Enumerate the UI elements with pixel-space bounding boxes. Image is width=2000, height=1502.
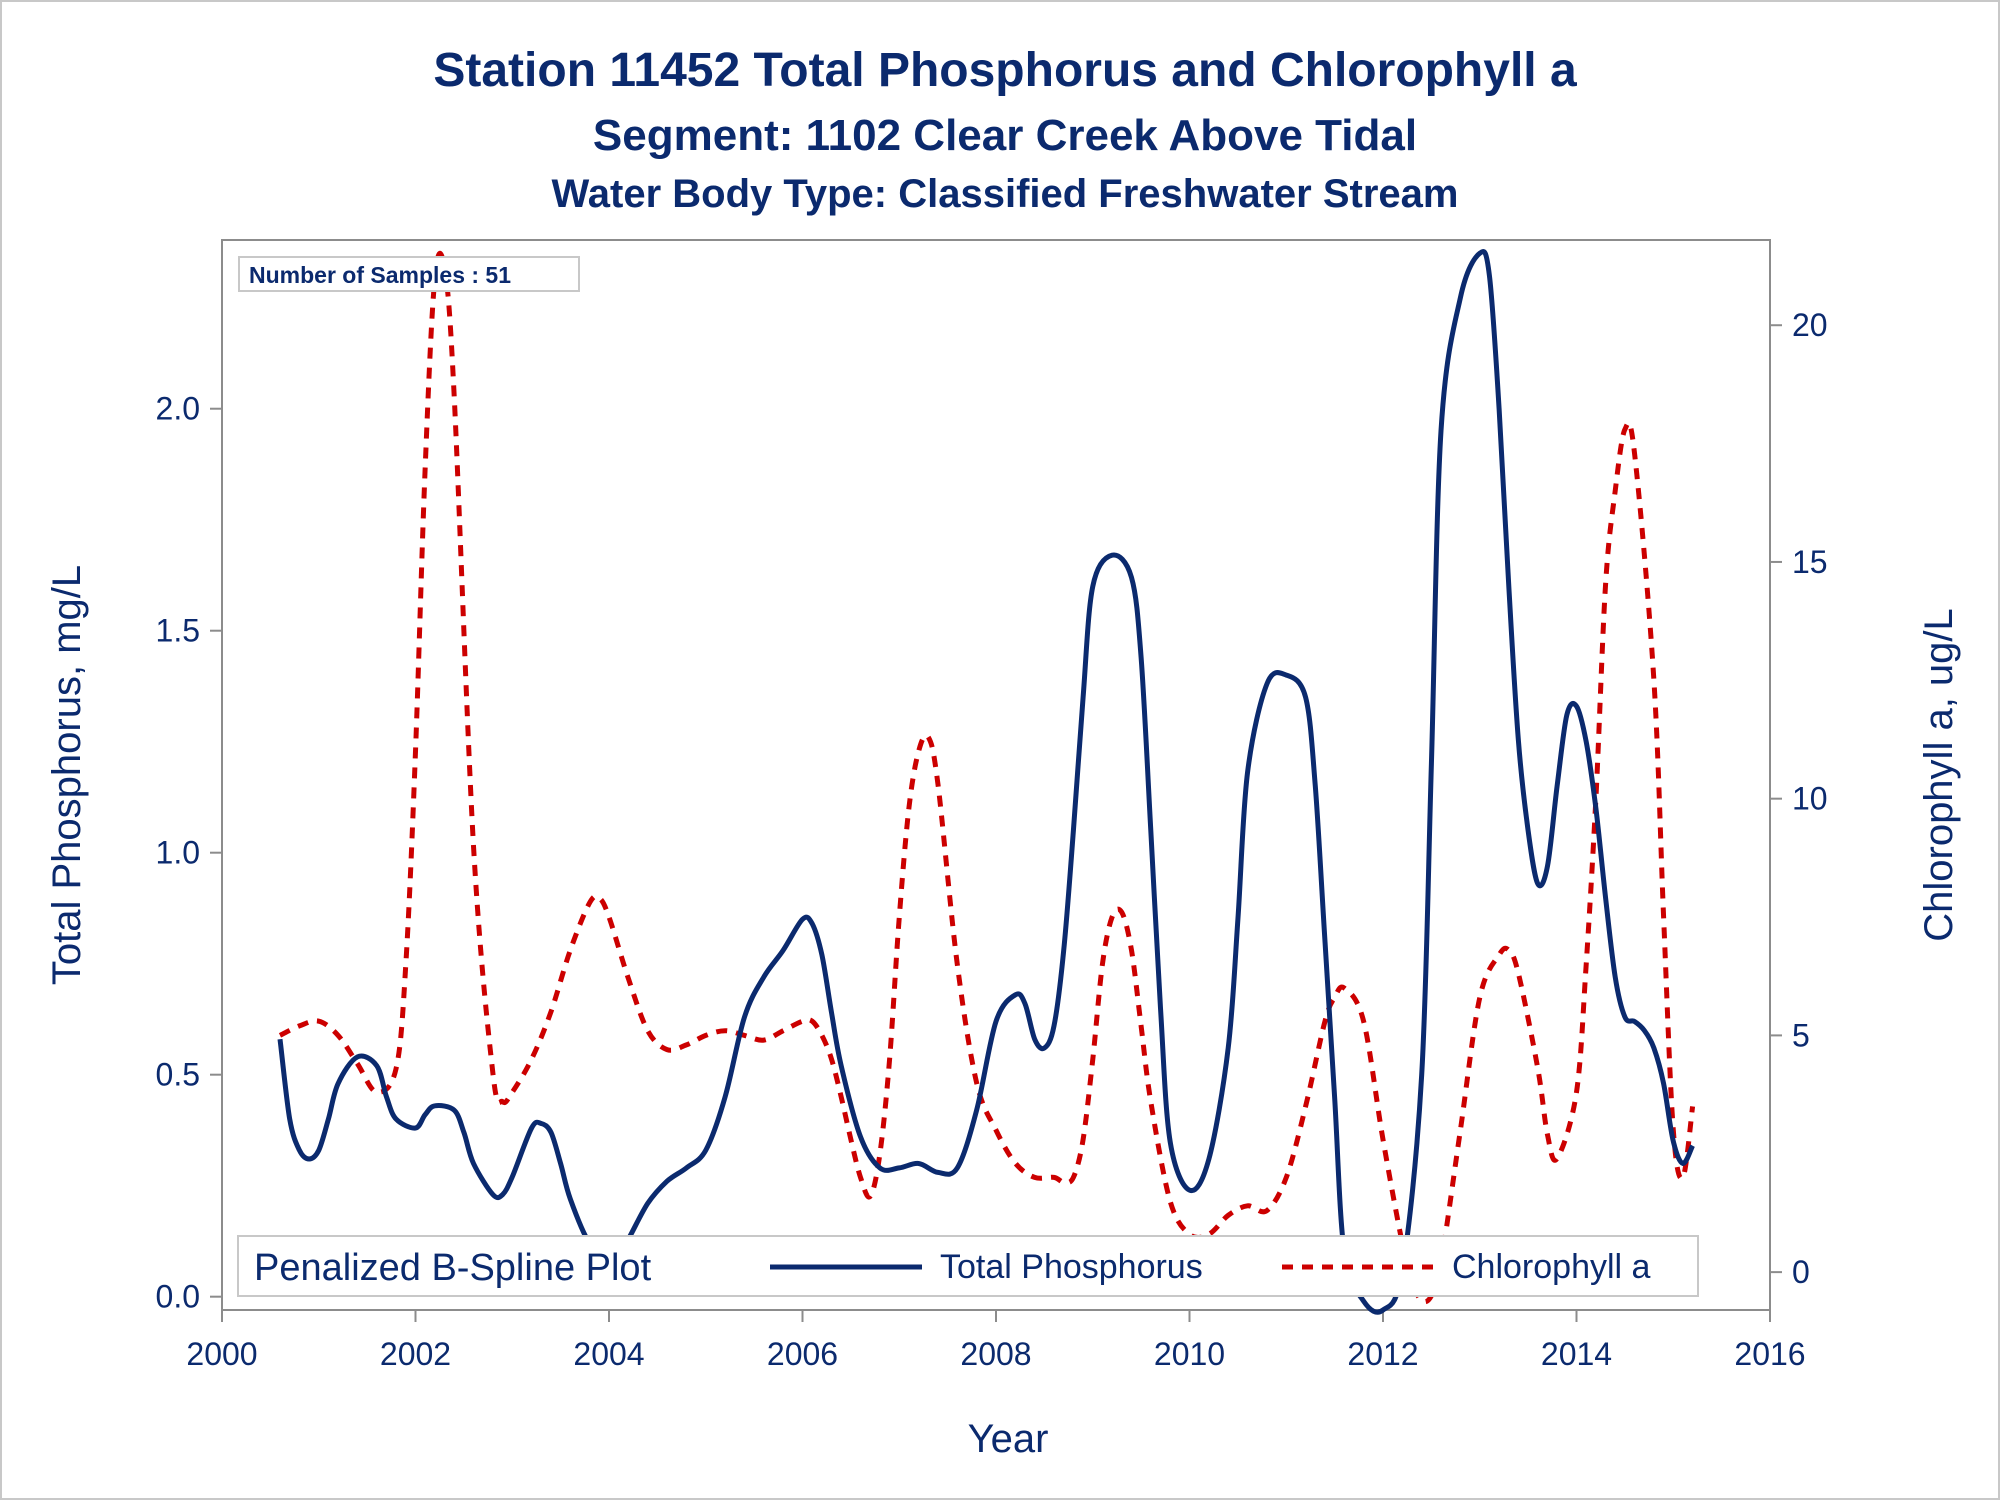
y-tick-label: 2.0 (156, 391, 200, 427)
chart-title: Station 11452 Total Phosphorus and Chlor… (433, 44, 1577, 97)
y-tick-label: 0.5 (156, 1057, 200, 1093)
y-tick-label: 1.0 (156, 835, 200, 871)
y2-tick-label: 0 (1792, 1254, 1810, 1290)
x-tick-label: 2008 (960, 1336, 1031, 1372)
x-tick-label: 2000 (186, 1336, 257, 1372)
y-axis-label: Total Phosphorus, mg/L (45, 565, 89, 985)
chart-subtitle-2: Water Body Type: Classified Freshwater S… (552, 172, 1459, 216)
series-line-phosphorus (277, 249, 1695, 1315)
legend: Penalized B-Spline Plot Total Phosphorus… (237, 1235, 1699, 1297)
y2-tick-label: 5 (1792, 1017, 1810, 1053)
x-tick-label: 2002 (380, 1336, 451, 1372)
x-tick-label: 2012 (1347, 1336, 1418, 1372)
sample-count-text: Number of Samples : 51 (249, 262, 511, 288)
legend-label-phosphorus: Total Phosphorus (940, 1248, 1203, 1286)
x-tick-label: 2004 (573, 1336, 644, 1372)
y-axis-right: 0 5 10 15 20 (1770, 307, 1828, 1290)
y2-tick-label: 15 (1792, 544, 1828, 580)
x-axis-label: Year (968, 1417, 1049, 1461)
legend-label-chlorophyll: Chlorophyll a (1452, 1248, 1651, 1286)
x-tick-label: 2006 (767, 1336, 838, 1372)
y2-tick-label: 10 (1792, 781, 1828, 817)
y-axis-left: 0.0 0.5 1.0 1.5 2.0 (156, 391, 222, 1315)
y2-axis-label: Chlorophyll a, ug/L (1917, 608, 1961, 942)
legend-title: Penalized B-Spline Plot (254, 1247, 652, 1289)
y2-tick-label: 20 (1792, 307, 1828, 343)
plot-area (221, 239, 1771, 1311)
series-line-chlorophyll (278, 250, 1696, 1305)
chart-subtitle: Segment: 1102 Clear Creek Above Tidal (593, 111, 1417, 160)
x-tick-label: 2016 (1734, 1336, 1805, 1372)
y-tick-label: 1.5 (156, 613, 200, 649)
x-tick-label: 2010 (1154, 1336, 1225, 1372)
series-layer (277, 249, 1696, 1315)
x-axis: 2000 2002 2004 2006 2008 2010 2012 2014 2016 (186, 1310, 1806, 1372)
sample-count-box: Number of Samples : 51 (238, 256, 580, 292)
y-tick-label: 0.0 (156, 1279, 200, 1315)
x-tick-label: 2014 (1541, 1336, 1612, 1372)
